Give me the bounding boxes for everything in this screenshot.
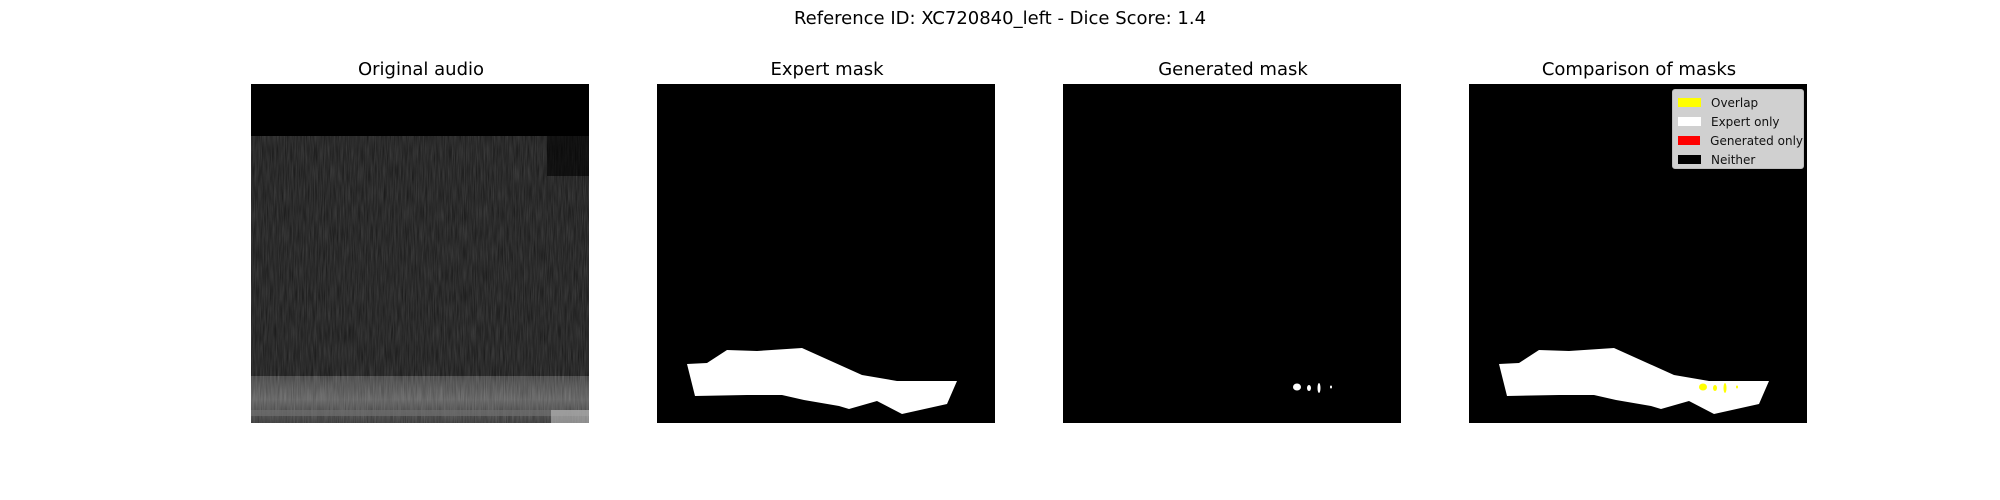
expert-only-region [1499,348,1769,414]
expert-mask-title: Expert mask [770,59,884,80]
legend-item-generated-only: Generated only [1673,131,1803,150]
generated-mask-title: Generated mask [1158,59,1308,80]
generated-only-swatch [1678,136,1701,145]
legend-label: Generated only [1710,133,1803,148]
overlap-regions [1699,383,1738,393]
legend-item-overlap: Overlap [1673,93,1803,112]
comparison-title: Comparison of masks [1541,59,1737,80]
legend: Overlap Expert only Generated only Neith… [1672,89,1804,169]
legend-label: Expert only [1711,114,1780,129]
spectrogram-image [251,84,589,423]
expert-mask-panel [657,84,995,423]
generated-mask-panel [1063,84,1401,423]
legend-item-neither: Neither [1673,150,1803,169]
overlap-swatch [1678,98,1701,107]
expert-mask-region [687,348,957,414]
generated-mask-regions [1293,383,1332,393]
legend-label: Neither [1711,152,1756,167]
legend-item-expert-only: Expert only [1673,112,1803,131]
neither-swatch [1678,155,1701,164]
legend-label: Overlap [1711,95,1759,110]
figure-title: Reference ID: XC720840_left - Dice Score… [793,8,1207,29]
expert-only-swatch [1678,117,1701,126]
original-audio-title: Original audio [357,59,485,80]
original-audio-spectrogram [251,84,589,423]
